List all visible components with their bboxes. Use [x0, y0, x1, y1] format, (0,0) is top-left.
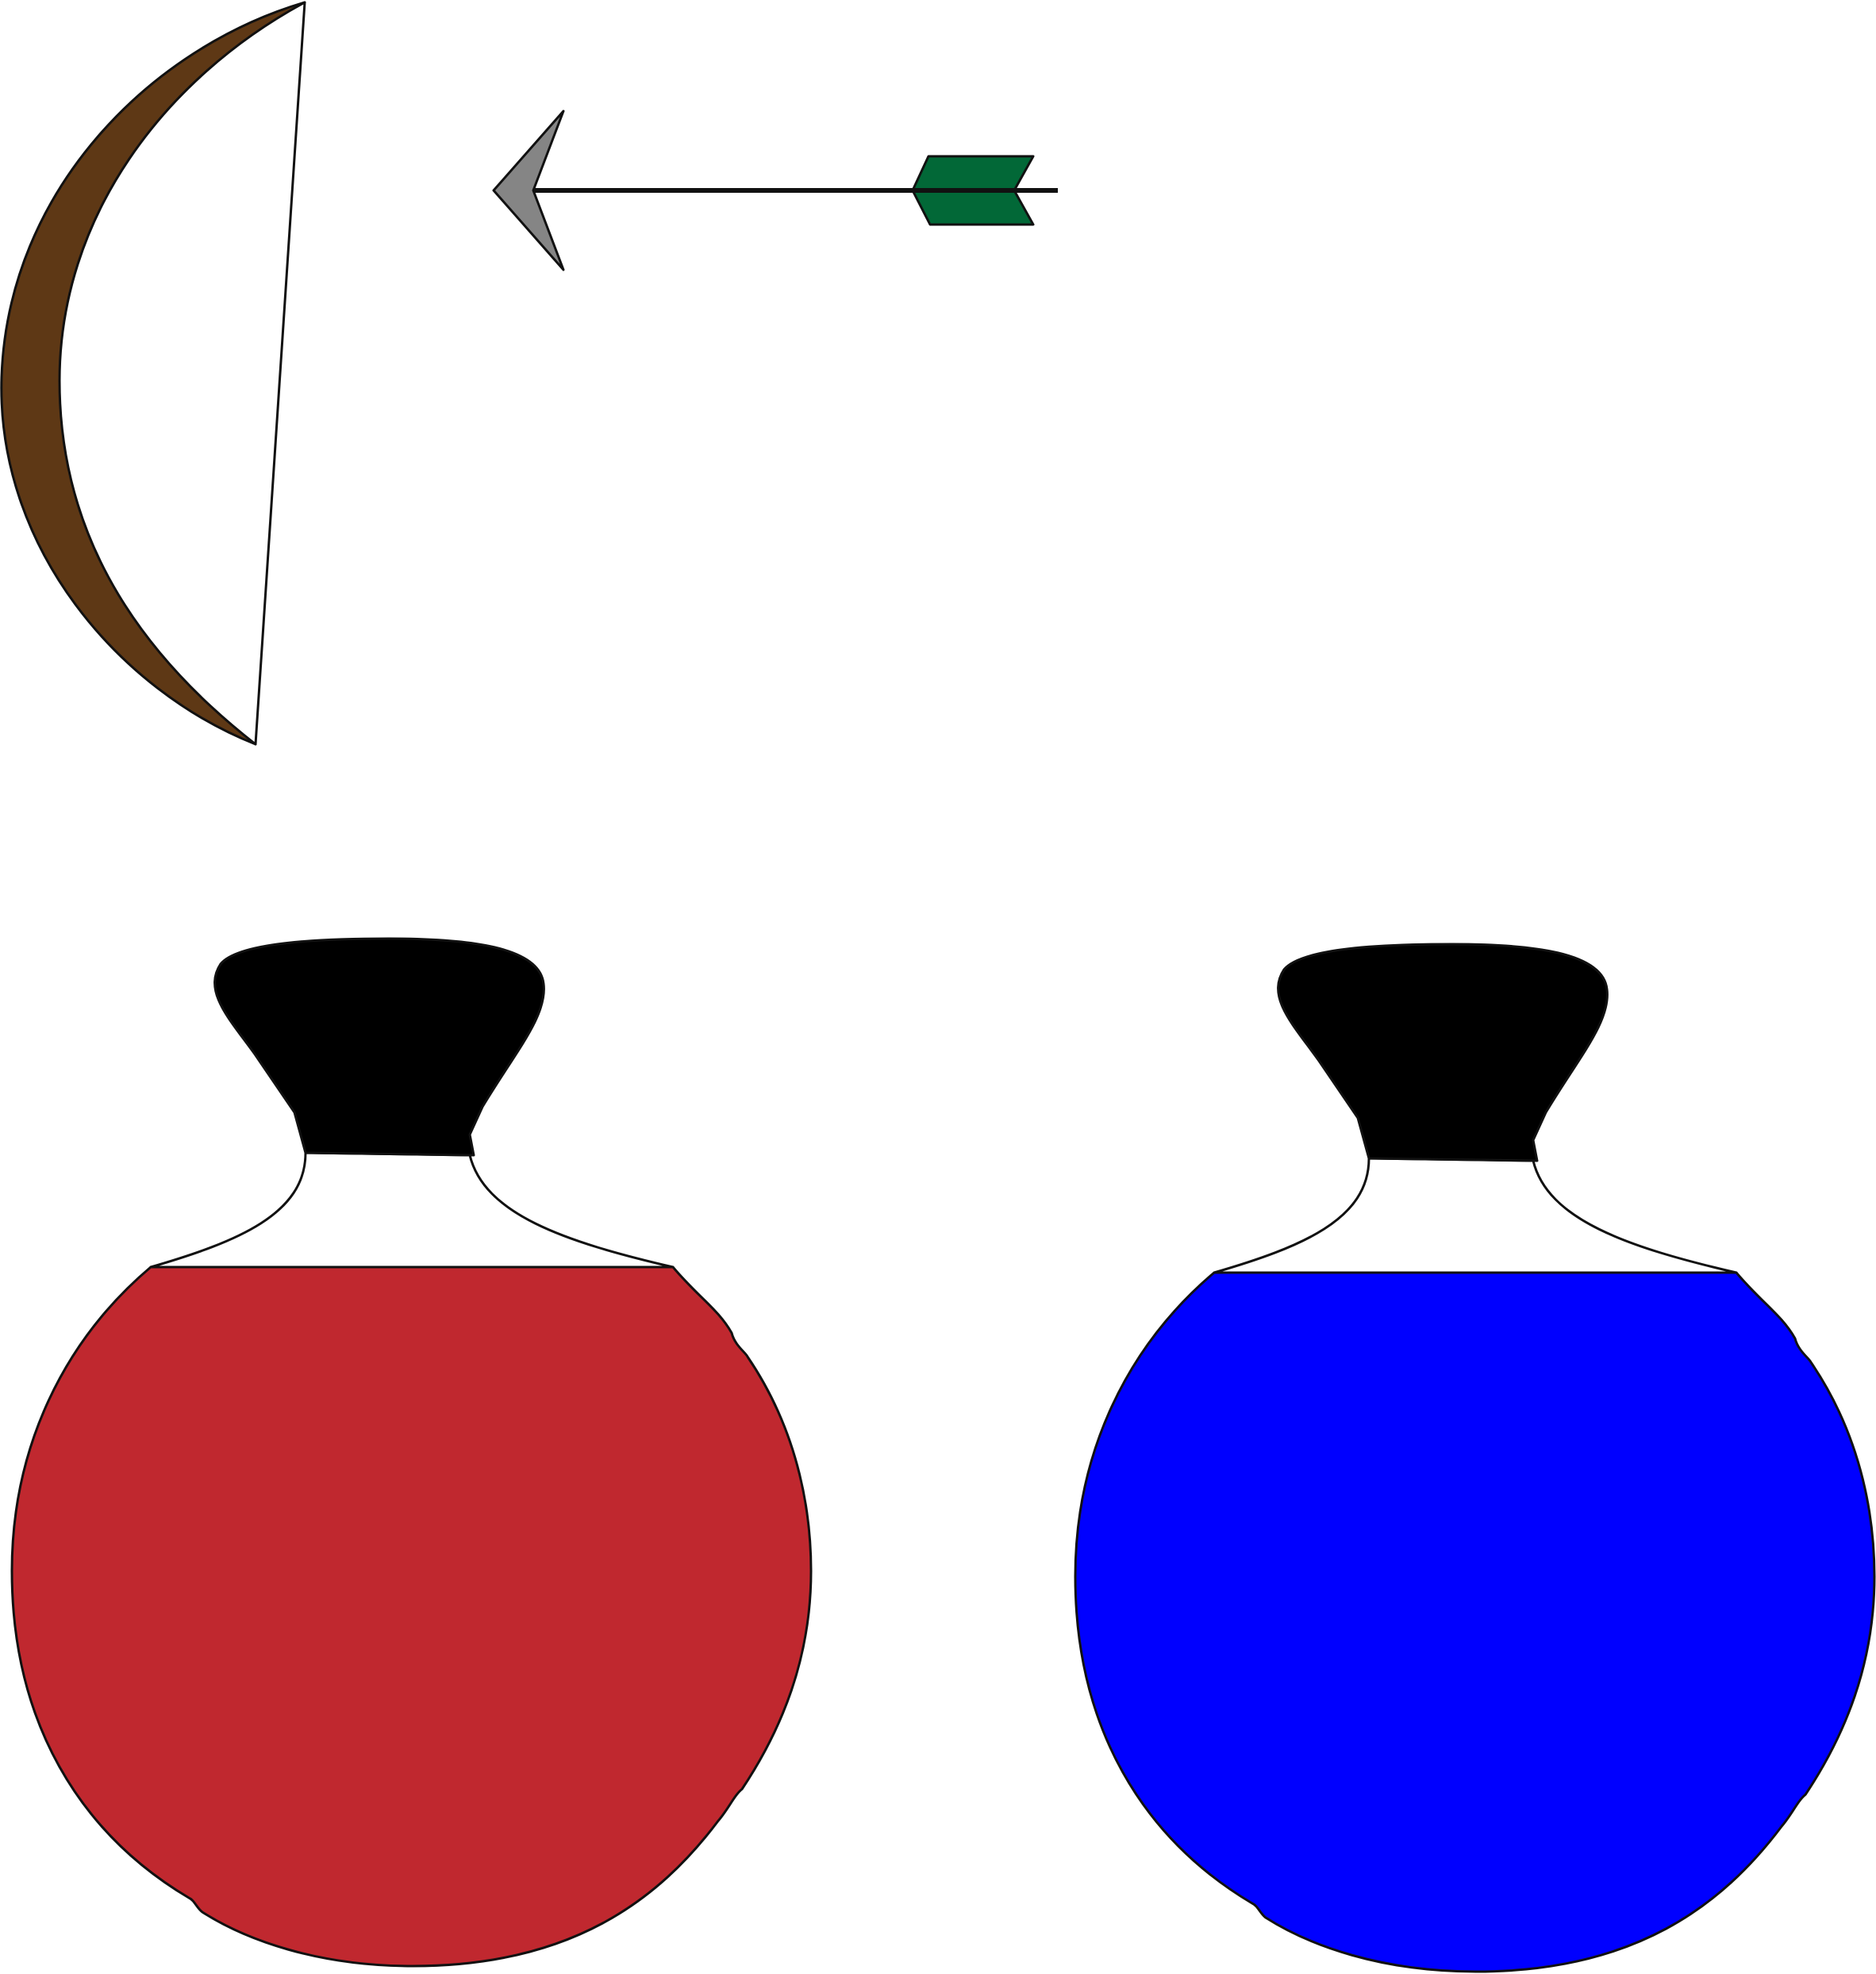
arrow-icon[interactable]	[492, 109, 1058, 271]
potion-body	[10, 1265, 813, 1968]
potion-neck	[1213, 1157, 1738, 1274]
bow-icon[interactable]	[0, 1, 306, 746]
red-potion-icon[interactable]	[10, 937, 813, 1968]
bow-string	[254, 1, 306, 746]
potion-stopper	[213, 937, 545, 1157]
bow-limb	[0, 1, 306, 746]
blue-potion-icon[interactable]	[1074, 943, 1876, 1973]
potion-body	[1074, 1271, 1876, 1973]
arrowhead	[492, 109, 565, 271]
potion-stopper	[1277, 943, 1609, 1162]
potion-neck	[149, 1151, 675, 1269]
